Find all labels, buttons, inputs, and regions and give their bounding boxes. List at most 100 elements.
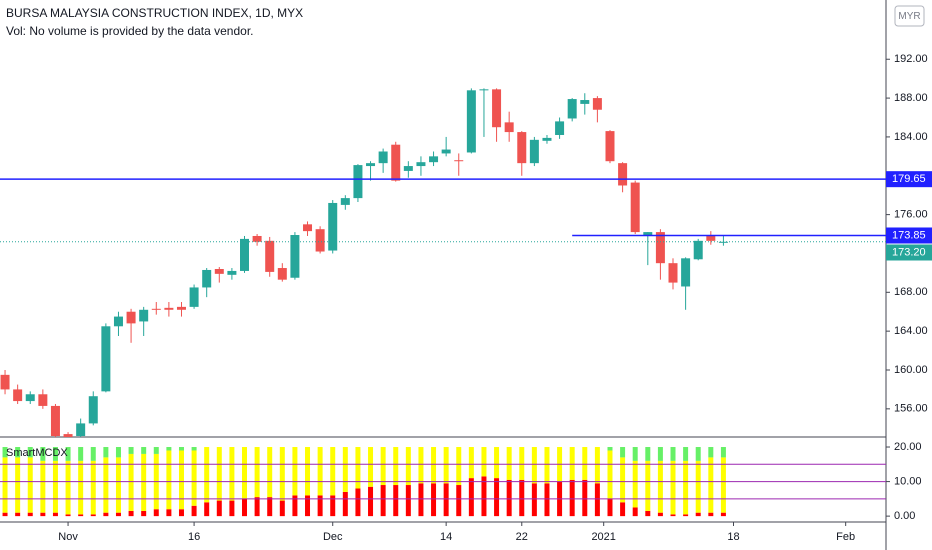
indicator-bar [431,483,437,517]
indicator-bar [128,510,134,517]
indicator-name: SmartMCDX [6,447,68,459]
x-tick-label: Dec [323,531,343,543]
y-tick-label: 184.00 [894,131,928,143]
candle-body [706,235,716,241]
candle-body [139,309,149,322]
indicator-bar [78,447,84,461]
indicator-bar [405,447,411,486]
candle-body [517,132,527,164]
candle-body [529,139,539,164]
indicator-bar [279,500,285,517]
candle-body [76,423,86,437]
indicator-bar [695,447,701,461]
indicator-bar [708,512,714,517]
indicator-bar [229,447,235,501]
indicator-bar [242,447,248,499]
candle-body [592,98,602,110]
candle-body [252,235,262,242]
candle-body [176,306,186,310]
indicator-bar [103,447,109,458]
indicator-y-tick-label: 20.00 [894,441,922,453]
indicator-bar [305,447,311,496]
y-tick-label: 168.00 [894,286,928,298]
candle-body [416,162,426,167]
indicator-bar [443,483,449,517]
indicator-bar [52,447,58,461]
indicator-bar [65,447,71,461]
indicator-bar [15,512,21,517]
indicator-bar [468,447,474,479]
candle-body [328,202,338,251]
indicator-bar [90,447,96,461]
candle-body [189,287,199,307]
indicator-bar [2,447,8,458]
indicator-bar [103,457,109,513]
indicator-bar [708,447,714,458]
candle-body [240,238,250,271]
candle-body [693,240,703,260]
candle-body [277,268,287,280]
price-level-tag [886,171,932,188]
indicator-bar [569,479,575,517]
x-tick-label: 16 [188,531,200,543]
indicator-bar [267,447,273,498]
indicator-bar [645,510,651,517]
indicator-bar [115,447,121,458]
indicator-bar [594,447,600,484]
candle-body [38,394,48,406]
indicator-bar [90,514,96,517]
chart-title: BURSA MALAYSIA CONSTRUCTION INDEX, 1D, M… [6,6,303,20]
y-tick-label: 160.00 [894,364,928,376]
indicator-bar [115,512,121,517]
candle-body [655,232,665,264]
candle-body [303,224,313,232]
indicator-bar [645,447,651,461]
candle-body [605,131,615,162]
indicator-bar [15,457,21,513]
candle-body [403,166,413,171]
indicator-bar [569,447,575,480]
price-level-label: 173.20 [892,246,926,258]
currency-button[interactable] [894,5,925,27]
y-tick-label: 164.00 [894,325,928,337]
indicator-bar [317,495,323,517]
candle-body [643,232,653,236]
candle-body [50,405,60,437]
indicator-bar [254,447,260,498]
indicator-bar [40,447,46,461]
indicator-bar [216,500,222,517]
indicator-bar [431,447,437,484]
indicator-bar [52,460,58,513]
indicator-bar [494,478,500,517]
indicator-y-tick-label: 0.00 [894,510,915,522]
candle-body [0,374,10,390]
indicator-bar [153,509,159,517]
indicator-bar [242,498,248,517]
indicator-bar [708,457,714,513]
indicator-bar [342,491,348,517]
indicator-bar [683,447,689,461]
candle-body [378,151,388,164]
indicator-bar [78,460,84,515]
candle-body [504,122,514,133]
x-tick-label: Feb [836,531,855,543]
indicator-bar [594,483,600,517]
candle-body [492,89,502,128]
indicator-bar [90,460,96,515]
indicator-bar [607,447,613,451]
indicator-bar [216,447,222,501]
indicator-bar [481,447,487,477]
indicator-bar [342,447,348,492]
indicator-bar [178,450,184,510]
indicator-bar [695,512,701,517]
indicator-bar [481,476,487,517]
indicator-bar [166,447,172,451]
candle-body [668,263,678,283]
indicator-bar [418,483,424,517]
y-tick-label: 192.00 [894,53,928,65]
x-tick-label: Nov [58,531,78,543]
indicator-bar [229,500,235,517]
candle-body [101,326,111,392]
indicator-bar [40,460,46,513]
indicator-bar [103,512,109,517]
